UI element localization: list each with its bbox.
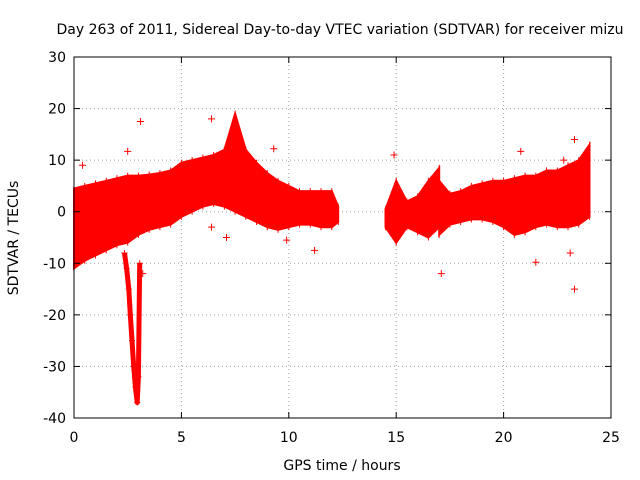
x-tick-label: 0 <box>70 430 79 446</box>
data-band-area <box>73 110 591 405</box>
data-band <box>384 165 441 245</box>
dip-marker <box>121 249 128 256</box>
outlier-marker <box>137 117 145 125</box>
y-axis-ticks: -40 -30 -20 -10 0 10 20 30 <box>43 50 611 427</box>
dip-marker <box>127 311 134 318</box>
x-tick-label: 10 <box>280 430 298 446</box>
outlier-marker <box>79 161 87 169</box>
dip-marker <box>123 265 130 272</box>
x-tick-label: 15 <box>387 430 405 446</box>
dip-marker <box>128 337 135 344</box>
dip-trace <box>122 252 143 405</box>
outlier-marker <box>560 156 568 164</box>
y-tick-label: 0 <box>57 205 66 221</box>
chart-title: Day 263 of 2011, Sidereal Day-to-day VTE… <box>57 22 624 38</box>
outlier-marker <box>223 234 231 241</box>
y-tick-label: 20 <box>48 102 66 118</box>
outlier-marker <box>207 223 215 231</box>
y-tick-label: -30 <box>43 359 66 375</box>
dip-marker <box>132 384 139 391</box>
x-tick-label: 5 <box>177 430 186 446</box>
y-tick-label: -20 <box>43 308 66 324</box>
outlier-marker <box>437 270 445 278</box>
outlier-marker <box>139 270 147 278</box>
plot-frame <box>73 56 612 419</box>
x-tick-label: 25 <box>602 430 620 446</box>
y-tick-label: -40 <box>43 411 66 427</box>
outlier-marker <box>570 285 578 293</box>
dip-marker <box>125 286 132 293</box>
dip-marker <box>130 363 137 370</box>
dip-marker <box>136 260 143 267</box>
x-tick-label: 20 <box>495 430 513 446</box>
dip-marker <box>134 399 141 406</box>
outlier-marker <box>532 258 540 266</box>
outlier-marker <box>283 236 291 244</box>
y-tick-label: 10 <box>48 153 66 169</box>
y-tick-label: -10 <box>43 256 66 272</box>
data-band <box>73 110 340 271</box>
plus-markers <box>79 115 578 406</box>
outlier-marker <box>311 246 319 254</box>
outlier-marker <box>270 145 278 153</box>
outlier-marker <box>517 147 525 155</box>
outlier-marker <box>124 147 132 155</box>
grid-lines <box>74 57 611 418</box>
outlier-marker <box>207 115 215 123</box>
x-axis-label: GPS time / hours <box>283 458 400 474</box>
y-axis-label: SDTVAR / TECUs <box>6 181 22 296</box>
outlier-marker <box>570 136 578 144</box>
outlier-marker <box>566 249 574 257</box>
y-tick-label: 30 <box>48 50 66 66</box>
x-axis-ticks: 0 5 10 15 20 25 <box>70 57 620 446</box>
outlier-marker <box>390 151 398 159</box>
dip-marker <box>135 373 142 380</box>
